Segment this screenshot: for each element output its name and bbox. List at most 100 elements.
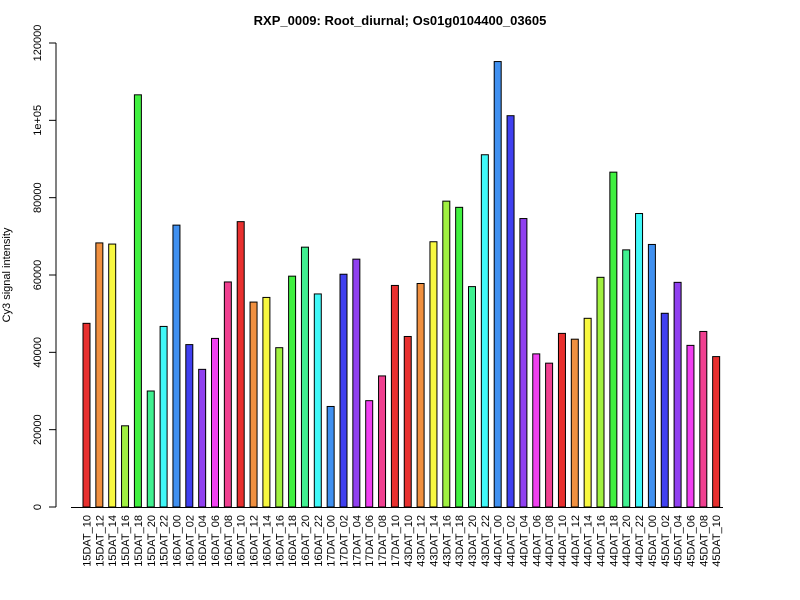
bar: [249, 301, 258, 508]
x-tick-label: 45DAT_02: [660, 515, 672, 567]
x-tick-label: 16DAT_02: [184, 515, 196, 567]
x-tick-label: 16DAT_06: [210, 515, 222, 567]
x-tick-label: 16DAT_08: [223, 515, 235, 567]
bar: [262, 296, 271, 508]
x-tick-label: 43DAT_12: [416, 515, 428, 567]
x-tick-label: 44DAT_16: [596, 515, 608, 567]
bar: [108, 243, 117, 508]
y-tick-label: 120000: [32, 25, 44, 62]
x-tick-label: 43DAT_20: [467, 515, 479, 567]
bar: [583, 317, 592, 508]
x-tick-label: 16DAT_18: [287, 515, 299, 567]
x-tick-label: 45DAT_00: [647, 515, 659, 567]
bar: [455, 206, 464, 508]
bar: [198, 368, 207, 508]
bar: [545, 362, 554, 508]
chart-title: RXP_0009: Root_diurnal; Os01g0104400_036…: [253, 13, 547, 28]
bar: [622, 249, 631, 508]
bar: [146, 390, 155, 508]
bar: [236, 221, 245, 508]
bar: [365, 400, 374, 508]
x-tick-label: 17DAT_08: [377, 515, 389, 567]
x-tick-label: 15DAT_18: [133, 515, 145, 567]
bar: [635, 213, 644, 508]
bar: [673, 281, 682, 508]
bar: [557, 332, 566, 508]
bar: [211, 337, 219, 508]
x-tick-label: 15DAT_22: [159, 515, 171, 567]
x-tick-label: 45DAT_04: [673, 515, 685, 567]
x-tick-label: 43DAT_10: [403, 515, 415, 567]
bar: [403, 335, 412, 508]
bar: [570, 338, 579, 508]
bar: [313, 293, 322, 508]
x-tick-label: 16DAT_16: [274, 515, 286, 567]
bar: [532, 353, 541, 508]
y-tick-label: 40000: [32, 337, 44, 368]
x-tick-label: 16DAT_14: [261, 515, 273, 567]
y-tick-label: 1e+05: [32, 105, 44, 136]
x-tick-label: 43DAT_14: [428, 515, 440, 567]
bar: [185, 344, 194, 508]
bar: [172, 224, 181, 508]
x-tick-label: 15DAT_12: [94, 515, 106, 567]
x-tick-label: 44DAT_00: [493, 515, 505, 567]
bar: [275, 347, 284, 508]
bar: [352, 258, 361, 508]
y-tick-label: 80000: [32, 182, 44, 213]
bar: [339, 273, 348, 508]
x-tick-label: 45DAT_06: [685, 515, 697, 567]
bar: [121, 425, 130, 508]
x-tick-label: 44DAT_14: [583, 515, 595, 567]
bar: [699, 330, 708, 508]
bar: [660, 312, 669, 508]
x-tick-label: 44DAT_18: [608, 515, 620, 567]
x-tick-label: 43DAT_16: [441, 515, 453, 567]
bar: [442, 200, 451, 508]
x-tick-label: 45DAT_08: [698, 515, 710, 567]
y-tick-label: 20000: [32, 414, 44, 445]
bar: [133, 94, 142, 508]
bar: [390, 284, 399, 508]
y-tick-label: 60000: [32, 260, 44, 291]
x-tick-label: 17DAT_00: [326, 515, 338, 567]
x-tick-label: 16DAT_20: [300, 515, 312, 567]
bar: [429, 241, 438, 508]
x-tick-label: 16DAT_04: [197, 515, 209, 567]
x-tick-label: 44DAT_02: [506, 515, 518, 567]
x-tick-label: 17DAT_10: [390, 515, 402, 567]
y-tick-label: 0: [32, 504, 44, 510]
bar: [223, 281, 232, 508]
x-tick-label: 15DAT_10: [82, 515, 94, 567]
x-tick-label: 15DAT_14: [107, 515, 119, 567]
bar: [95, 242, 104, 508]
x-tick-label: 44DAT_10: [557, 515, 569, 567]
bar: [159, 325, 168, 508]
bar: [686, 344, 695, 508]
x-tick-label: 15DAT_20: [146, 515, 158, 567]
x-tick-label: 16DAT_12: [249, 515, 261, 567]
bar: [416, 283, 425, 508]
bar: [493, 61, 502, 508]
bar: [596, 276, 605, 508]
bar: [288, 275, 297, 508]
x-tick-label: 44DAT_06: [531, 515, 543, 567]
x-tick-label: 44DAT_08: [544, 515, 556, 567]
bar: [326, 405, 335, 508]
bar: [712, 356, 721, 508]
x-tick-label: 17DAT_04: [351, 515, 363, 567]
bar: [519, 218, 528, 508]
bar: [609, 171, 618, 508]
x-tick-label: 16DAT_22: [313, 515, 325, 567]
bar: [647, 243, 656, 508]
x-tick-label: 17DAT_02: [339, 515, 351, 567]
x-tick-label: 16DAT_00: [171, 515, 183, 567]
bar: [300, 246, 309, 508]
x-tick-label: 17DAT_06: [364, 515, 376, 567]
x-tick-label: 16DAT_10: [236, 515, 248, 567]
x-tick-label: 43DAT_18: [454, 515, 466, 567]
bar: [82, 322, 91, 508]
bar: [506, 115, 515, 508]
x-tick-label: 44DAT_20: [621, 515, 633, 567]
